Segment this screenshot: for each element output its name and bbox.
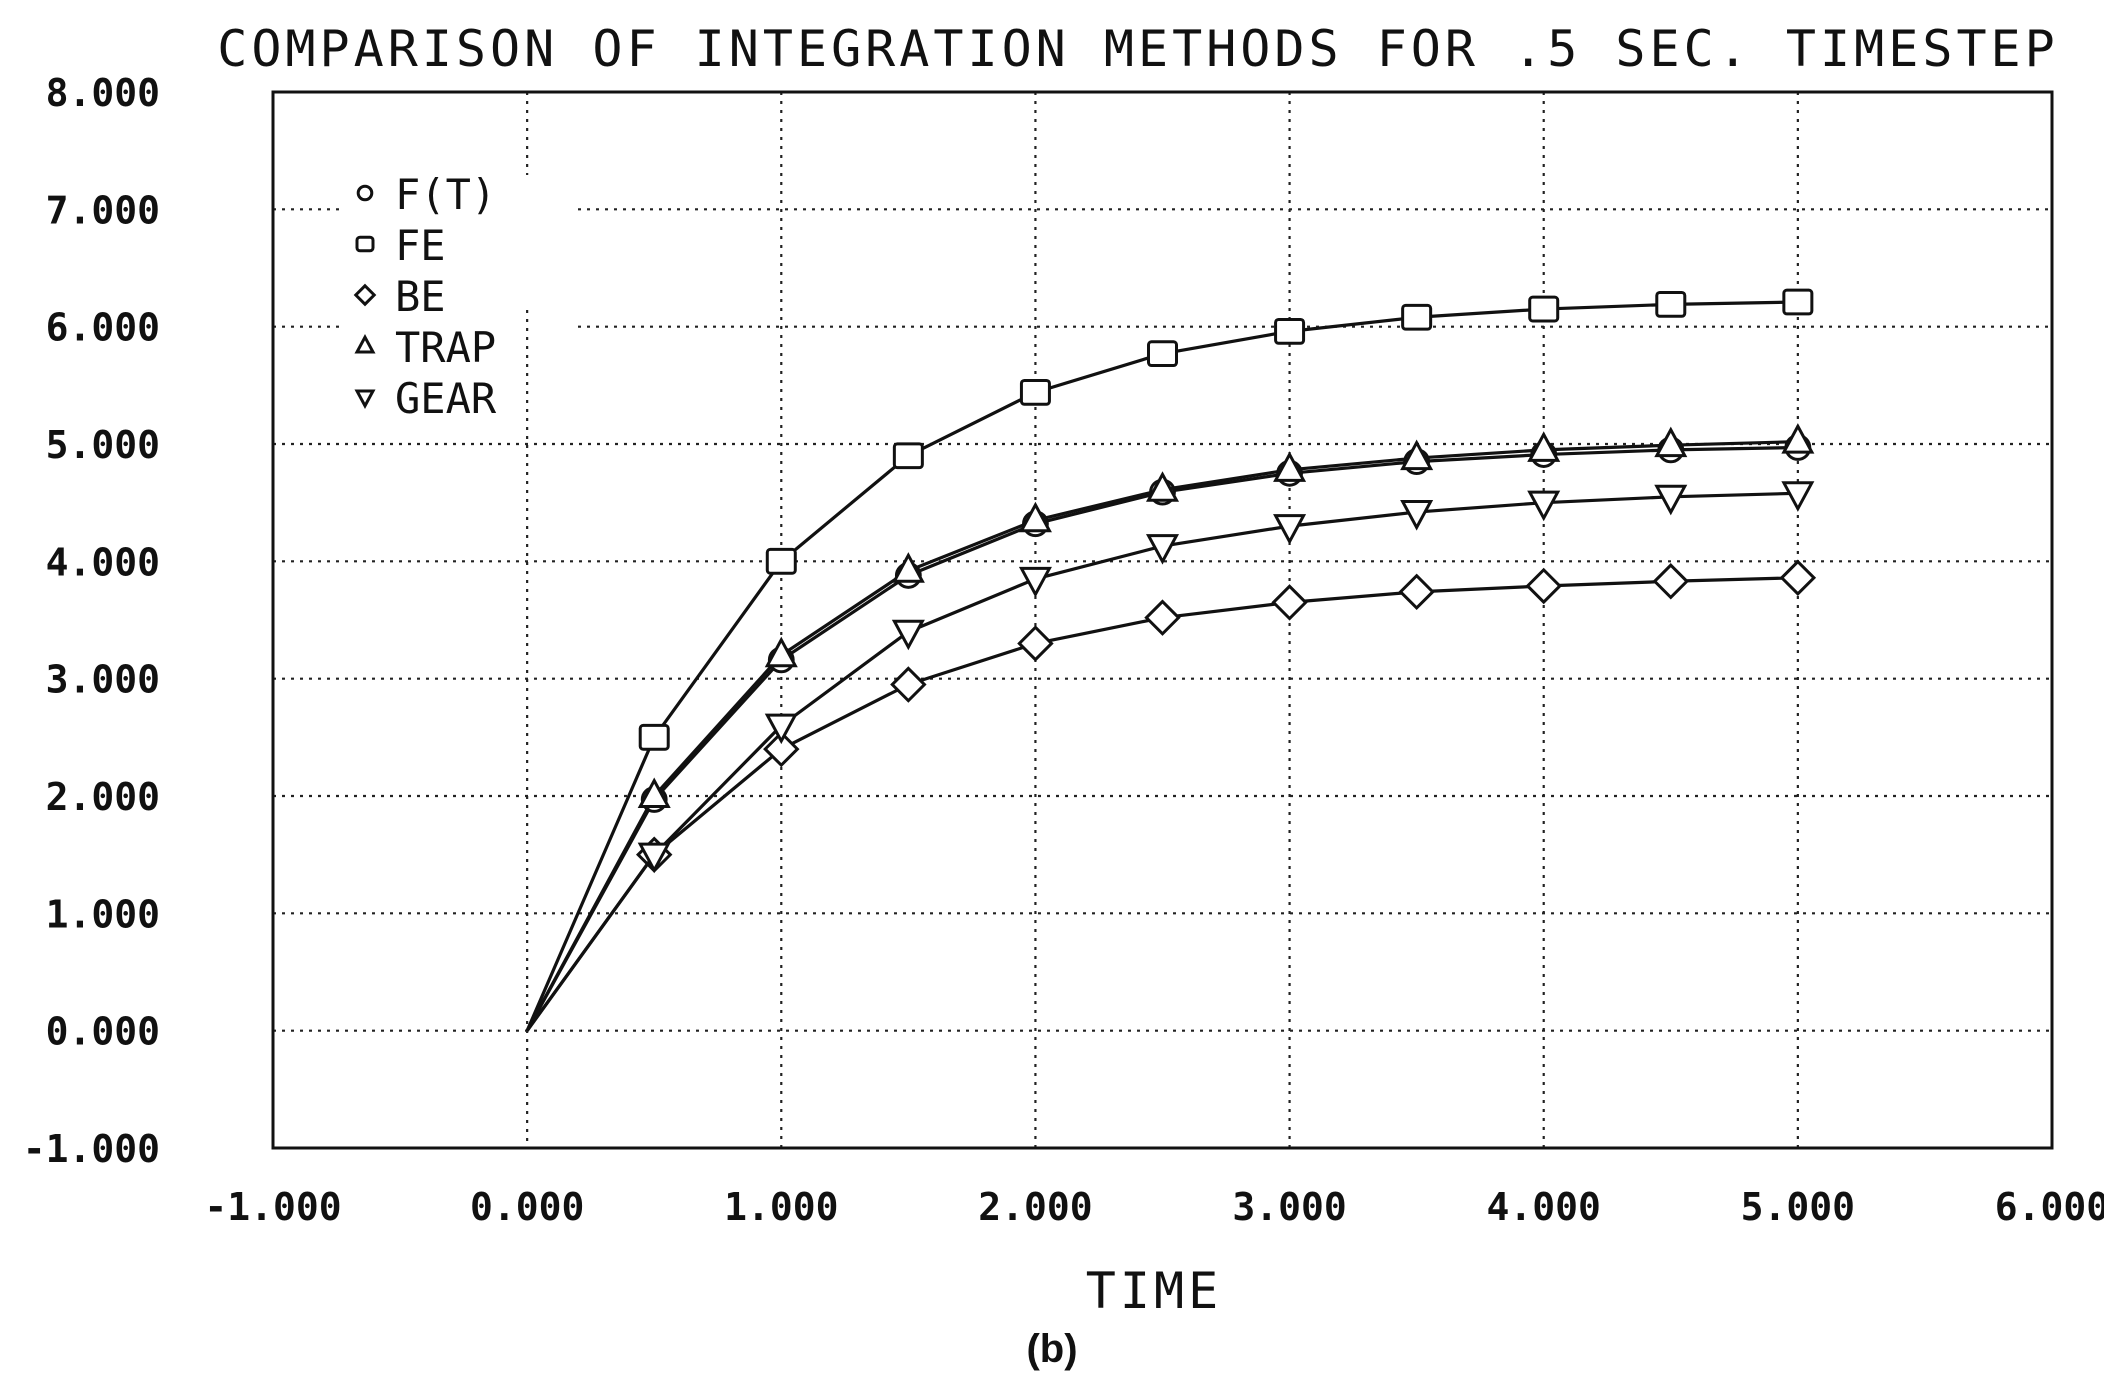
chart-title: COMPARISON OF INTEGRATION METHODS FOR .5… [217,20,2059,78]
x-tick-label: -1.000 [204,1185,341,1229]
data-point-trap [1273,451,1307,482]
data-point-be [890,666,927,703]
series-gear [525,481,1815,1032]
data-point-trap [1781,423,1815,454]
data-point-fe [1401,303,1433,331]
x-tick-label: 3.000 [1232,1185,1346,1229]
grid [273,92,2052,1148]
data-point-trap [891,552,925,583]
data-point-fe [892,442,924,470]
data-point-gear [637,842,671,874]
legend-marker-be [353,283,377,307]
data-point-be [1271,584,1308,621]
data-point-gear [891,619,925,651]
y-tick-label: 8.000 [46,71,160,115]
legend-item-f-t: F(T) [356,170,496,219]
figure-caption: (b) [1026,1327,1077,1371]
series-line-trap [525,440,1798,1032]
legend-label-gear: GEAR [395,374,497,423]
y-tick-label: 4.000 [46,540,160,584]
series-be [525,559,1817,1032]
data-point-be [1525,567,1562,605]
data-point-gear [1527,490,1561,522]
y-tick-label: 6.000 [46,306,160,350]
data-point-gear [1400,500,1434,531]
data-point-gear [764,713,798,745]
data-point-trap [1654,426,1688,458]
x-tick-label: 1.000 [724,1185,838,1229]
data-point-gear [1145,534,1180,565]
data-point-be [763,730,800,768]
data-point-trap [1527,431,1561,462]
data-point-gear [1654,484,1688,516]
legend-label-fe: FE [395,221,446,270]
legend-label-trap: TRAP [395,323,496,372]
y-tick-label: 7.000 [46,188,160,232]
data-point-fe [1782,288,1814,316]
data-point-fe [1019,378,1051,406]
data-point-fe [1147,340,1178,368]
series-line-be [525,576,1798,1032]
x-tick-label: 5.000 [1741,1185,1855,1229]
data-point-gear [1273,514,1307,545]
x-tick-label: 0.000 [470,1185,584,1229]
data-point-trap [1018,501,1052,533]
data-point-trap [1145,471,1180,502]
data-point-fe [1274,317,1306,345]
series-line-gear [525,491,1798,1032]
x-tick-label: 2.000 [978,1185,1092,1229]
data-point-fe [638,723,670,751]
legend-marker-fe [355,235,375,253]
data-point-fe [1528,295,1560,323]
y-tick-label: 5.000 [46,423,160,467]
data-point-fe [765,547,797,575]
legend-item-be: BE [353,272,446,321]
data-point-trap [1400,439,1434,471]
y-tick-label: -1.000 [23,1127,160,1171]
series-line-fe [525,300,1798,1032]
legend-item-fe: FE [355,221,446,270]
data-point-be [1144,599,1181,636]
series-layer [525,288,1817,1032]
series-trap [525,423,1815,1032]
data-point-gear [1781,481,1815,512]
data-point-trap [637,777,671,808]
x-axis-label: TIME [1086,1262,1222,1320]
data-point-be [1779,559,1817,596]
data-point-gear [1018,566,1052,598]
x-tick-label: 6.000 [1995,1185,2104,1229]
data-point-be [1398,573,1435,611]
data-point-trap [764,636,798,668]
legend-label-f-t: F(T) [395,170,496,219]
data-point-fe [1655,290,1687,318]
series-fe [525,288,1814,1032]
y-tick-label: 0.000 [46,1010,160,1054]
data-point-be [1017,625,1054,662]
y-axis-ticks: -1.000 0.000 1.000 2.000 3.000 4.000 5.000 6.00… [23,71,160,1171]
legend-item-trap: TRAP [354,323,496,372]
legend-marker-f-t [356,184,374,202]
x-tick-label: 4.000 [1487,1185,1601,1229]
series-f-t [525,434,1812,1032]
data-point-be [1652,563,1690,600]
plot-frame [271,90,2054,1150]
legend-item-gear: GEAR [354,374,497,423]
legend-marker-gear [354,389,376,409]
y-tick-label: 1.000 [46,892,160,936]
y-tick-label: 2.000 [46,775,160,819]
legend-marker-trap [354,334,376,354]
x-axis-ticks: -1.000 0.000 1.000 2.000 3.000 4.000 5.000 6.00… [204,1185,2104,1229]
y-tick-label: 3.000 [46,658,160,702]
legend-label-be: BE [395,272,446,321]
